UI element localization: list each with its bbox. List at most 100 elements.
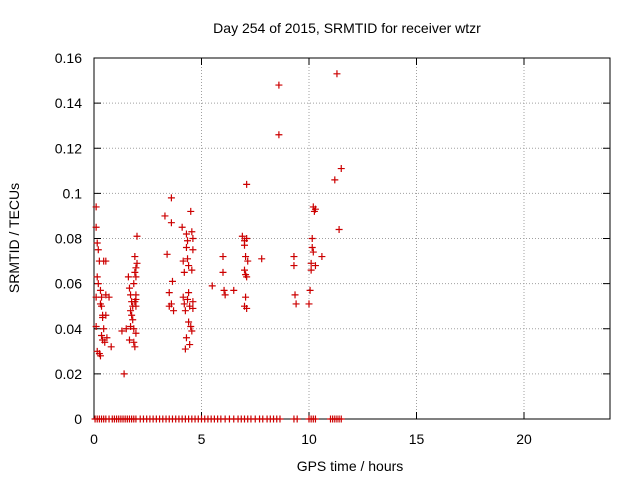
data-point	[238, 232, 246, 240]
data-point	[188, 327, 196, 335]
data-point	[180, 268, 188, 276]
data-point	[167, 194, 175, 202]
data-point	[305, 300, 313, 308]
data-point	[189, 235, 197, 242]
y-tick-label: 0.06	[55, 276, 82, 292]
data-point	[243, 180, 251, 188]
data-point	[131, 253, 139, 261]
data-point	[308, 235, 316, 242]
data-point	[182, 244, 190, 252]
data-point	[120, 370, 128, 378]
y-tick-label: 0	[74, 411, 82, 427]
data-point	[335, 225, 343, 233]
x-axis-title: GPS time / hours	[297, 458, 404, 474]
data-point	[102, 257, 110, 265]
data-point	[309, 248, 317, 256]
data-point	[307, 266, 315, 274]
data-point	[132, 329, 140, 337]
data-point	[168, 277, 176, 285]
data-point	[182, 230, 190, 238]
data-point	[101, 338, 109, 346]
y-tick-label: 0.16	[55, 50, 82, 66]
data-point	[311, 205, 319, 213]
data-point	[103, 334, 111, 342]
data-point	[125, 284, 133, 292]
data-point	[308, 244, 316, 252]
y-tick-label: 0.12	[55, 140, 82, 156]
data-point	[337, 165, 345, 173]
x-tick-label: 5	[198, 431, 206, 447]
data-point	[92, 203, 100, 211]
y-axis-title: SRMTID / TECUs	[6, 183, 22, 293]
data-point-zero	[293, 415, 301, 423]
zero-points	[91, 415, 345, 423]
data-point	[94, 246, 102, 254]
data-point	[93, 239, 101, 247]
data-point	[130, 280, 138, 288]
data-point	[132, 264, 140, 272]
data-point	[184, 295, 192, 303]
data-point	[185, 262, 193, 270]
data-point	[189, 298, 197, 306]
data-point	[275, 131, 283, 139]
y-tick-label: 0.14	[55, 95, 82, 111]
x-tick-label: 20	[516, 431, 532, 447]
data-point	[128, 311, 136, 319]
y-tick-label: 0.1	[63, 185, 83, 201]
data-point	[127, 307, 135, 315]
data-point	[96, 352, 104, 360]
data-point-zero	[311, 415, 319, 423]
data-point	[307, 259, 315, 267]
data-point	[100, 325, 108, 333]
data-point	[258, 255, 266, 263]
data-point	[98, 293, 106, 301]
data-point	[98, 302, 106, 310]
x-tick-label: 15	[409, 431, 425, 447]
data-point	[241, 302, 248, 310]
data-point	[243, 235, 251, 242]
data-point	[129, 316, 137, 324]
data-point	[187, 207, 195, 215]
data-point	[179, 293, 187, 301]
data-point	[306, 286, 314, 294]
data-point	[133, 259, 141, 267]
data-point	[107, 343, 115, 351]
data-point	[132, 295, 140, 303]
data-point	[170, 307, 178, 315]
data-point-zero	[337, 415, 345, 423]
data-point	[290, 262, 298, 270]
data-point	[96, 286, 104, 294]
data-point	[132, 273, 140, 281]
data-point	[188, 228, 196, 236]
data-point	[244, 257, 252, 265]
y-tick-label: 0.02	[55, 366, 82, 382]
data-point	[188, 266, 196, 274]
data-point	[243, 273, 251, 281]
data-point	[167, 219, 175, 227]
data-point	[187, 322, 195, 330]
data-point	[163, 250, 171, 258]
data-point	[132, 302, 140, 310]
data-point	[131, 268, 139, 276]
data-point	[161, 212, 169, 220]
data-point	[182, 334, 190, 342]
chart-title: Day 254 of 2015, SRMTID for receiver wtz…	[213, 20, 481, 36]
data-point-zero	[276, 415, 284, 423]
data-point	[185, 318, 193, 326]
y-tick-label: 0.04	[55, 321, 82, 337]
data-point	[318, 253, 326, 261]
data-point	[94, 280, 102, 288]
grid-lines	[94, 58, 610, 419]
data-point	[181, 345, 189, 353]
data-point	[122, 325, 130, 333]
data-point	[93, 273, 101, 281]
data-point	[241, 266, 248, 274]
data-point	[333, 70, 341, 78]
data-point	[105, 293, 113, 301]
data-point	[179, 257, 187, 265]
data-point	[184, 255, 192, 263]
data-point	[275, 81, 283, 89]
data-point	[130, 338, 138, 346]
data-point	[219, 268, 227, 276]
data-point	[124, 273, 132, 281]
